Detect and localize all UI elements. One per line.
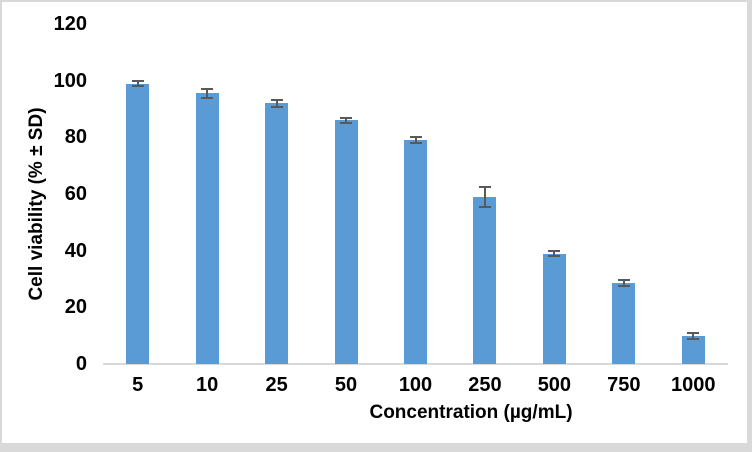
y-tick-label: 20 (64, 296, 87, 319)
x-axis-title: Concentration (µg/mL) (369, 402, 573, 423)
error-bar-line (622, 280, 625, 287)
bar (334, 120, 358, 364)
x-tick-label: 100 (398, 374, 433, 396)
error-bar-line (206, 89, 209, 98)
error-bar-cap (687, 337, 700, 340)
x-tick-label: 750 (607, 374, 641, 396)
error-bar-cap (270, 106, 283, 109)
x-tick-label: 1000 (671, 374, 716, 396)
error-bar-cap (617, 279, 630, 282)
y-tick-label: 80 (64, 126, 87, 149)
error-bar-cap (478, 185, 491, 188)
x-tick-label: 25 (265, 374, 288, 396)
error-bar-cap (201, 88, 214, 91)
bar (612, 283, 636, 364)
bar (681, 335, 705, 364)
y-tick-label: 0 (75, 353, 87, 375)
x-tick-label: 250 (468, 374, 502, 396)
error-bar-cap (617, 285, 630, 288)
error-bar-cap (687, 331, 700, 334)
error-bar-cap (131, 79, 144, 82)
error-bar-line (414, 137, 417, 143)
x-tick-label: 50 (334, 374, 358, 396)
y-tick-label: 60 (64, 183, 87, 205)
x-tick-label: 5 (132, 374, 144, 396)
error-bar-line (553, 250, 556, 257)
bar (473, 196, 497, 364)
bar (404, 140, 427, 364)
error-bar-cap (409, 136, 422, 139)
error-bar-line (136, 80, 139, 87)
error-bar-cap (201, 96, 214, 99)
plot-area (103, 24, 728, 365)
y-tick-label: 40 (64, 239, 87, 262)
bar (126, 83, 150, 364)
x-tick-label: 10 (196, 374, 219, 396)
error-bar-line (692, 332, 695, 339)
x-tick-label: 500 (537, 374, 572, 396)
error-bar-cap (478, 205, 491, 208)
error-bar-line (483, 186, 486, 207)
chart-canvas: Cell viability (% ± SD) 0 20 40 60 80 100 120 … (2, 2, 747, 443)
error-bar-cap (548, 249, 561, 252)
bar (265, 103, 289, 364)
error-bar-cap (409, 142, 422, 144)
error-bar-cap (270, 98, 283, 101)
bar (195, 93, 219, 364)
error-bar-cap (340, 116, 353, 119)
error-bar-line (345, 117, 348, 124)
x-axis-line (103, 363, 728, 365)
y-tick-label: 100 (53, 69, 87, 92)
error-bar-line (275, 99, 278, 107)
y-tick-label: 120 (53, 13, 87, 35)
bar (542, 253, 566, 364)
error-bar-cap (131, 85, 144, 88)
error-bar-cap (340, 122, 353, 125)
error-bar-cap (548, 255, 561, 258)
